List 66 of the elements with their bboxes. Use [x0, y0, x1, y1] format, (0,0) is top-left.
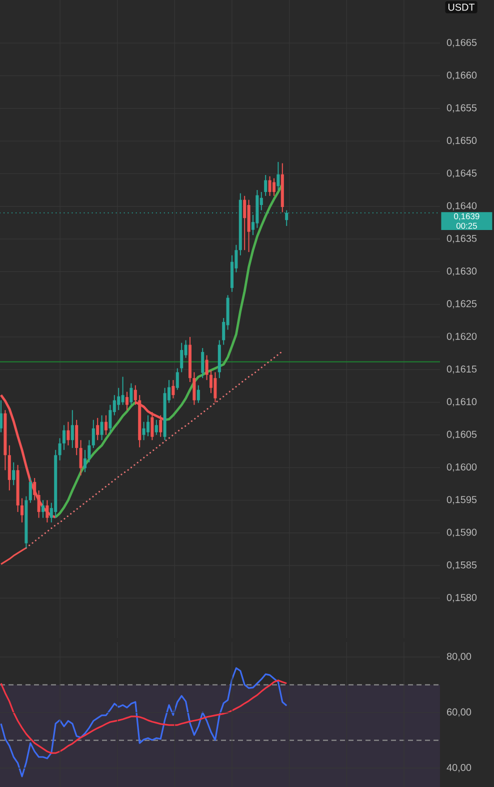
y-tick-label: 0,1630	[446, 268, 477, 276]
candlestick	[201, 348, 204, 379]
y-tick-label: 0,1605	[446, 430, 477, 440]
candlestick	[33, 478, 36, 501]
candlestick	[62, 424, 66, 450]
y-tick-label: 0,1640	[446, 202, 477, 210]
y-tick-label: 0,1620	[446, 332, 477, 342]
candlestick	[92, 419, 95, 448]
y-tick-label: 0,1645	[446, 170, 477, 178]
y-tick-label: 80,00	[446, 652, 472, 662]
candlestick	[268, 176, 272, 196]
y-tick-label: 60,00	[447, 708, 472, 717]
candlestick	[108, 404, 112, 433]
y-tick-label: 0,1590	[446, 528, 477, 537]
candlestick	[96, 417, 100, 441]
candlestick	[88, 440, 91, 463]
candlestick	[180, 342, 184, 373]
y-tick-label: 0,1635	[446, 234, 477, 244]
candlestick	[58, 438, 62, 461]
y-tick-label: 0,1600	[446, 463, 477, 472]
line-series	[0, 667, 288, 778]
y-tick-label: 0,1610	[446, 398, 477, 406]
y-tick-label: 0,1585	[446, 561, 477, 570]
candlestick	[83, 449, 87, 473]
y-tick-label: 0,1655	[446, 104, 477, 113]
candlestick	[176, 368, 179, 390]
candlestick	[214, 372, 217, 403]
y-tick-label: 40,00	[446, 764, 472, 772]
candlestick	[146, 414, 150, 437]
candlestick	[28, 478, 32, 504]
y-tick-label: 0,1615	[446, 365, 477, 374]
y-tick-label: 0,1625	[446, 300, 477, 308]
line-series	[54, 401, 137, 518]
candlestick	[41, 500, 45, 518]
y-tick-label: 0,1580	[446, 594, 477, 602]
candlestick	[130, 382, 133, 406]
candlestick	[192, 372, 196, 406]
line-series	[0, 394, 57, 518]
y-tick-label: 0,1665	[446, 38, 477, 48]
candlestick	[75, 419, 78, 456]
candlestick	[0, 400, 3, 433]
candlestick	[100, 414, 104, 441]
candlestick	[196, 384, 200, 404]
candlestick	[117, 387, 120, 411]
candlestick	[104, 414, 108, 436]
candlestick	[20, 498, 24, 523]
y-axis-title: USDT	[448, 4, 475, 11]
y-tick-label: 0,1595	[446, 496, 477, 504]
candlestick	[66, 421, 70, 446]
candlestick	[70, 410, 74, 448]
candlestick	[79, 440, 82, 476]
candlestick	[12, 462, 16, 486]
candlestick	[264, 174, 268, 196]
candlestick	[172, 380, 175, 399]
candlestick	[142, 421, 146, 441]
ref-line-label: 0,1639	[454, 213, 480, 220]
y-tick-label: 0,1650	[446, 136, 477, 146]
candlestick	[276, 161, 280, 191]
candlestick	[121, 376, 124, 406]
text: 00:25	[456, 222, 477, 229]
candlestick	[205, 354, 208, 381]
y-tick-label: 0,1660	[446, 72, 477, 80]
candlestick	[272, 178, 276, 196]
candlestick	[154, 419, 158, 436]
candlestick	[125, 391, 129, 411]
candlestick	[243, 195, 246, 251]
